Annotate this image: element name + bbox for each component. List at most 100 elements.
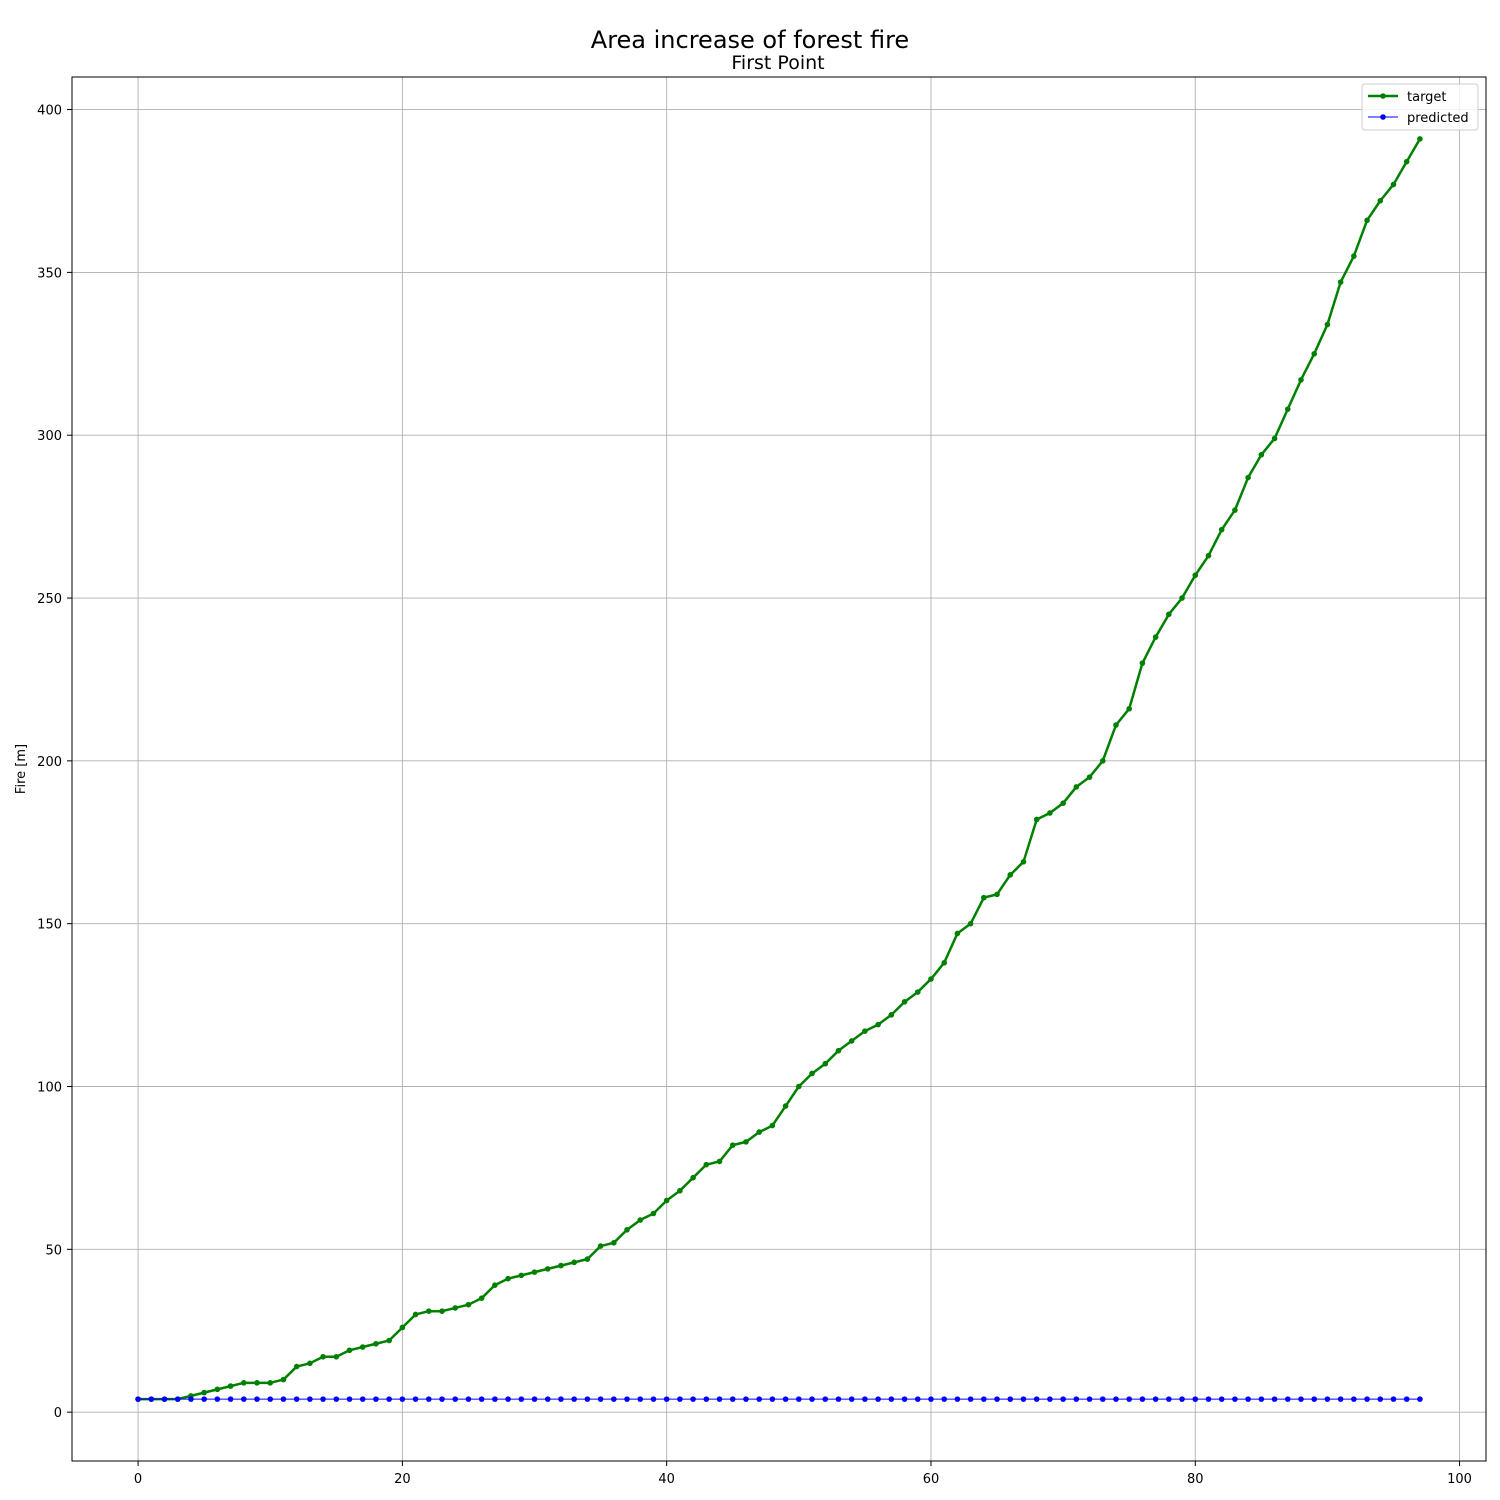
- data-point-predicted: [1047, 1396, 1053, 1402]
- data-point-target: [663, 1197, 670, 1204]
- data-point-target: [1417, 136, 1423, 142]
- y-axis-label: Fire [m]: [14, 744, 29, 794]
- data-point-target: [492, 1282, 498, 1288]
- chart-suptitle: Area increase of forest fire: [591, 26, 909, 54]
- data-point-predicted: [822, 1396, 829, 1402]
- data-point-predicted: [1192, 1396, 1199, 1402]
- data-point-predicted: [359, 1396, 366, 1402]
- chart-title: First Point: [731, 52, 824, 74]
- data-point-predicted: [637, 1396, 644, 1402]
- data-point-predicted: [254, 1396, 260, 1402]
- data-point-target: [1337, 279, 1344, 285]
- data-point-target: [650, 1210, 657, 1217]
- data-point-predicted: [293, 1396, 300, 1402]
- data-point-predicted: [439, 1396, 445, 1402]
- data-point-predicted: [1403, 1396, 1410, 1402]
- data-point-predicted: [1139, 1396, 1146, 1402]
- data-point-target: [1271, 435, 1278, 442]
- y-tick-label: 250: [37, 592, 62, 607]
- data-point-target: [941, 959, 947, 966]
- data-point-target: [611, 1240, 617, 1246]
- data-point-target: [848, 1038, 855, 1044]
- data-point-target: [1007, 872, 1014, 878]
- series-target: [135, 136, 1423, 1402]
- data-point-target: [954, 930, 961, 937]
- data-point-target: [1126, 705, 1132, 712]
- y-tick-label: 300: [37, 429, 62, 444]
- data-point-predicted: [518, 1396, 525, 1402]
- legend-label-predicted: predicted: [1407, 111, 1469, 126]
- y-axis: 0 50 100 150 200 250 300 350 400: [37, 104, 72, 1421]
- data-point-predicted: [624, 1396, 630, 1402]
- data-point-predicted: [386, 1396, 392, 1402]
- data-point-predicted: [716, 1396, 723, 1402]
- data-point-predicted: [373, 1396, 379, 1402]
- data-point-target: [1192, 572, 1199, 579]
- data-point-target: [782, 1103, 789, 1109]
- data-point-target: [1258, 451, 1265, 458]
- x-tick-label: 0: [134, 1472, 142, 1487]
- data-point-predicted: [809, 1396, 815, 1402]
- data-point-predicted: [505, 1396, 511, 1402]
- data-point-target: [835, 1047, 842, 1054]
- data-point-target: [320, 1353, 326, 1360]
- data-point-target: [1113, 722, 1119, 728]
- data-point-target: [743, 1139, 749, 1145]
- data-point-predicted: [492, 1396, 498, 1402]
- data-point-target: [1232, 507, 1238, 513]
- data-point-predicted: [465, 1396, 472, 1402]
- data-point-target: [399, 1324, 406, 1331]
- data-point-target: [227, 1383, 234, 1389]
- data-point-predicted: [1258, 1396, 1265, 1402]
- data-point-predicted: [1205, 1396, 1212, 1402]
- data-point-predicted: [756, 1396, 762, 1402]
- data-point-target: [1218, 526, 1225, 533]
- data-point-target: [280, 1376, 287, 1383]
- data-point-target: [637, 1217, 644, 1223]
- data-point-target: [1073, 784, 1080, 790]
- data-point-target: [465, 1301, 472, 1308]
- legend-marker-target: [1380, 93, 1386, 99]
- data-point-target: [1311, 351, 1318, 357]
- data-point-predicted: [1060, 1396, 1066, 1402]
- data-point-predicted: [1324, 1396, 1331, 1402]
- data-point-predicted: [928, 1396, 934, 1402]
- data-point-predicted: [571, 1396, 577, 1402]
- data-point-target: [729, 1142, 736, 1148]
- data-point-target: [1086, 774, 1093, 780]
- y-tick-label: 200: [37, 755, 62, 770]
- data-point-target: [888, 1012, 895, 1018]
- data-point-target: [293, 1363, 300, 1370]
- data-point-predicted: [1099, 1396, 1106, 1402]
- data-point-predicted: [1311, 1396, 1318, 1402]
- data-point-target: [1179, 595, 1185, 601]
- data-point-predicted: [1337, 1396, 1344, 1402]
- data-point-target: [1139, 660, 1146, 666]
- data-point-target: [307, 1360, 313, 1367]
- data-point-target: [426, 1308, 432, 1314]
- y-tick-label: 150: [37, 918, 62, 933]
- data-point-target: [994, 891, 1000, 898]
- data-point-predicted: [531, 1396, 538, 1402]
- data-point-target: [333, 1353, 340, 1360]
- data-point-target: [531, 1269, 538, 1275]
- data-point-target: [796, 1083, 802, 1090]
- data-point-target: [862, 1028, 868, 1034]
- series-line-target: [138, 138, 1422, 1401]
- data-point-target: [967, 920, 974, 927]
- legend: target predicted: [1361, 83, 1479, 131]
- data-point-predicted: [1020, 1396, 1027, 1402]
- x-tick-label: 20: [394, 1472, 411, 1487]
- data-point-target: [1298, 377, 1304, 383]
- data-point-predicted: [280, 1396, 287, 1402]
- data-point-target: [571, 1259, 577, 1266]
- data-point-predicted: [782, 1396, 789, 1402]
- data-point-target: [597, 1243, 604, 1249]
- data-point-predicted: [148, 1396, 155, 1402]
- y-tick-label: 350: [37, 266, 62, 281]
- data-point-target: [1351, 253, 1357, 259]
- series-layer: [135, 136, 1423, 1402]
- data-point-predicted: [941, 1396, 947, 1402]
- data-point-target: [822, 1060, 829, 1067]
